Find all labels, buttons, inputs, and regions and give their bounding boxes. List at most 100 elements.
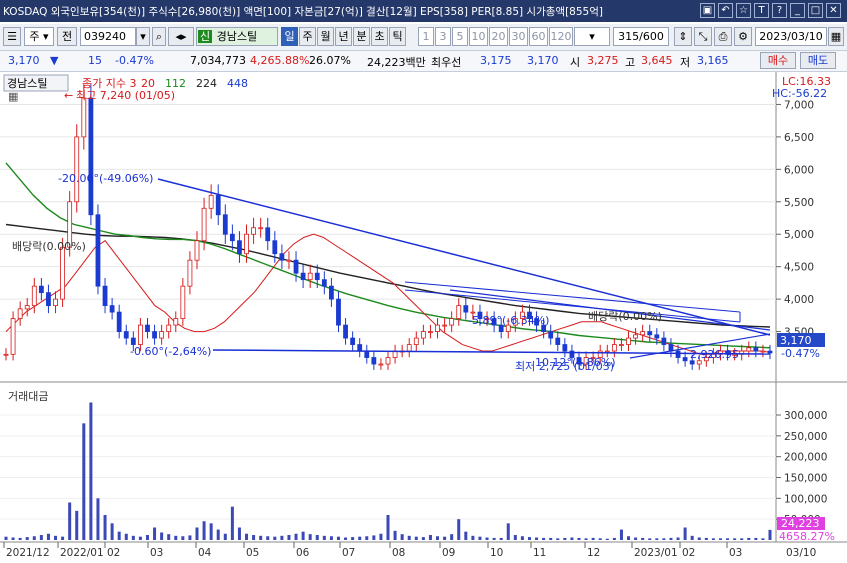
turnover: 26.07% — [309, 54, 351, 67]
star-icon[interactable]: ☆ — [736, 3, 751, 18]
jeon-button[interactable]: 전 — [57, 27, 77, 46]
candle — [654, 334, 660, 339]
volume-bar — [103, 515, 107, 540]
stock-label: 경남스틸 — [7, 77, 47, 90]
candle — [173, 318, 179, 326]
volume-ratio: 4,265.88% — [250, 54, 310, 67]
buy-button[interactable]: 매수 — [760, 52, 796, 69]
minute-option-10[interactable]: 10 — [469, 27, 488, 46]
search-icon[interactable]: ⌕ — [152, 27, 166, 46]
period-tab-6[interactable]: 틱 — [389, 27, 406, 46]
text-icon[interactable]: T — [754, 3, 769, 18]
volume-bar — [499, 537, 503, 540]
volume-bar — [676, 537, 680, 540]
volume-bar — [181, 536, 185, 540]
maximize-icon[interactable]: □ — [808, 3, 823, 18]
best-label: 최우선 — [431, 56, 462, 69]
calendar-icon[interactable]: ▦ — [828, 27, 844, 46]
new-badge: 신 — [198, 30, 213, 43]
period-tab-1[interactable]: 주 — [299, 27, 316, 46]
minute-option-20[interactable]: 20 — [489, 27, 508, 46]
period-tab-3[interactable]: 년 — [335, 27, 352, 46]
minimize-icon[interactable]: _ — [790, 3, 805, 18]
period-select[interactable]: 주 ▾ — [24, 27, 54, 46]
sound-icon[interactable]: ◂▸ — [168, 27, 194, 46]
candle — [512, 318, 518, 326]
volume-bar — [110, 523, 114, 540]
window-title: KOSDAQ 외국인보유[354(천)] 주식수[26,980(천)] 액면[1… — [3, 6, 603, 18]
volume: 7,034,773 — [190, 54, 246, 67]
candle — [24, 305, 30, 310]
volume-bar — [372, 535, 376, 540]
back-icon[interactable]: ↶ — [718, 3, 733, 18]
code-dropdown-icon[interactable]: ▾ — [136, 27, 150, 46]
volume-bar — [627, 536, 631, 540]
help-icon[interactable]: ? — [772, 3, 787, 18]
volume-bar — [527, 537, 531, 540]
period-tab-4[interactable]: 분 — [353, 27, 370, 46]
candle — [81, 97, 87, 138]
volume-bar — [266, 536, 270, 540]
menu-icon[interactable]: ☰ — [3, 27, 21, 46]
volume-bar — [386, 515, 390, 540]
count-value: 315 — [618, 30, 640, 43]
volume-bar — [301, 531, 305, 540]
sell-button[interactable]: 매도 — [800, 52, 836, 69]
close-icon[interactable]: ✕ — [826, 3, 841, 18]
volume-bar — [344, 537, 348, 540]
candle — [244, 233, 249, 255]
count-dropdown[interactable]: ▾ — [574, 27, 610, 46]
stock-name: 경남스틸 — [216, 30, 258, 43]
minute-option-1[interactable]: 1 — [418, 27, 434, 46]
settings-icon[interactable]: ⚙ — [734, 27, 752, 46]
minute-option-3[interactable]: 3 — [435, 27, 451, 46]
stock-name-field[interactable]: 신 경남스틸 — [196, 27, 278, 46]
stock-code-input[interactable]: 039240 — [80, 27, 136, 46]
quote-bar: 3,170 ▼ 15 -0.47% 7,034,773 4,265.88% 26… — [0, 51, 847, 72]
candle — [633, 334, 638, 339]
price-tick-label: 4,500 — [784, 262, 814, 274]
period-tab-2[interactable]: 월 — [317, 27, 334, 46]
volume-bar — [450, 534, 454, 540]
legend-item-4: 448 — [227, 77, 248, 90]
candle — [590, 357, 596, 359]
volume-bar — [754, 537, 758, 540]
candle — [619, 344, 624, 346]
print-icon[interactable]: ⎙ — [714, 27, 732, 46]
candle — [703, 357, 709, 362]
candle — [746, 347, 752, 352]
price-candles — [3, 84, 773, 370]
candle — [307, 272, 313, 281]
volume-bar — [641, 537, 645, 540]
volume-bar — [145, 535, 149, 540]
volume-bar — [209, 523, 213, 540]
link-icon[interactable]: ▣ — [700, 3, 715, 18]
candle — [470, 311, 476, 314]
volume-bar — [223, 533, 227, 540]
value-2926-label: 2,926.95 — [690, 348, 739, 361]
candle — [760, 350, 766, 353]
period-tab-5[interactable]: 초 — [371, 27, 388, 46]
chart-type-icon[interactable]: ⤡ — [694, 27, 712, 46]
minute-option-5[interactable]: 5 — [452, 27, 468, 46]
volume-bar — [733, 538, 737, 540]
zoom-icon[interactable]: ⇕ — [674, 27, 692, 46]
period-tab-0[interactable]: 일 — [281, 27, 298, 46]
minute-option-30[interactable]: 30 — [509, 27, 528, 46]
price-tick-label: 5,000 — [784, 229, 814, 241]
low-price: 3,165 — [697, 54, 729, 67]
price-tick-label: 6,000 — [784, 164, 814, 176]
date-field[interactable]: 2023/03/10 — [755, 27, 827, 46]
volume-bar — [89, 402, 93, 540]
minute-option-120[interactable]: 120 — [549, 27, 573, 46]
minute-option-60[interactable]: 60 — [529, 27, 548, 46]
stock-chart[interactable]: 7,0006,5006,0005,5005,0004,5004,0003,500… — [0, 72, 847, 563]
count-display[interactable]: 315/600 — [613, 27, 669, 46]
candle — [477, 311, 483, 319]
volume-bar — [634, 537, 638, 540]
best-bid: 3,170 — [527, 54, 559, 67]
volume-bar — [726, 538, 730, 540]
max-annotation: 최고 7,240 (01/05) — [76, 89, 175, 102]
